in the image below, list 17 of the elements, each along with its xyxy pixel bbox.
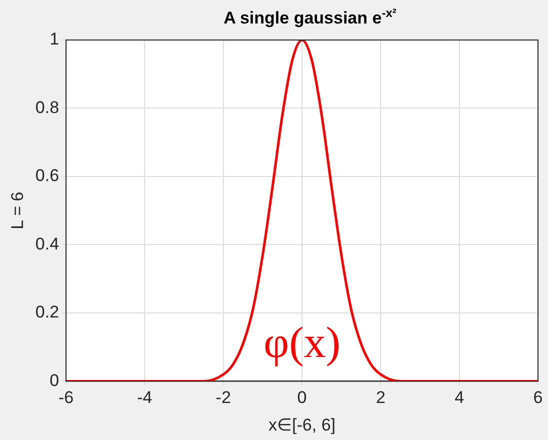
y-tick-label: 1 [50,30,60,49]
series-label: φ(x) [264,318,340,367]
x-tick-label: 2 [376,388,386,408]
y-tick-label: 0.2 [35,302,60,322]
x-tick-label: -4 [137,388,152,408]
x-tick-label: 4 [454,388,464,408]
y-tick-label: 0.4 [35,234,60,254]
y-axis-title: L = 6 [8,192,27,230]
y-tick-label: 0.8 [35,98,60,117]
x-tick-label: -6 [58,388,74,408]
chart-title: A single gaussian e$^{-x²}$ [222,6,398,29]
x-tick-label: 6 [533,388,543,408]
y-tick-label: 0.6 [35,166,60,186]
x-tick-label: 0 [297,388,307,408]
y-tick-label: 0 [50,370,60,390]
x-axis-title: x∈[-6, 6] [268,415,336,434]
x-tick-label: -2 [216,388,231,408]
